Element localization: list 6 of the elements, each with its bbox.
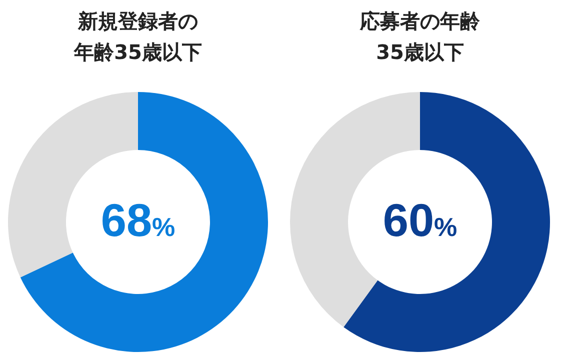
chart-title: 応募者の年齢35歳以下: [359, 9, 481, 64]
donut-slice: [20, 92, 268, 352]
data-label: 60%: [382, 194, 458, 246]
chart-title: 新規登録者の年齢35歳以下: [73, 9, 202, 64]
donut-slice: [344, 92, 550, 352]
data-label: 68%: [100, 194, 176, 246]
